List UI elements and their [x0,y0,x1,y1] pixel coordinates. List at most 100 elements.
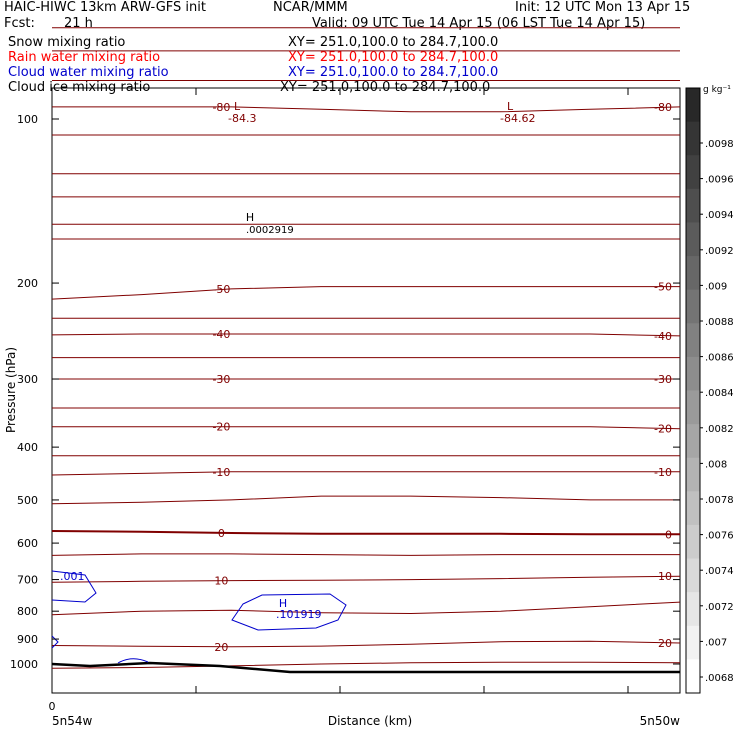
field-name-snow: Snow mixing ratio [8,35,126,50]
colorbar-segment [686,424,700,459]
y-tick-label: 900 [17,633,38,646]
colorbar-segment [686,289,700,324]
colorbar-tick-label: .0068 [705,673,734,684]
colorbar-segment [686,256,700,291]
temperature-contour [51,530,680,536]
colorbar-segment [686,390,700,425]
cloud-water-contour-small [117,658,149,664]
y-tick-label: 600 [17,537,38,550]
contour-label-inner: 10 [214,575,228,588]
y-tick-label: 500 [17,494,38,507]
temperature-contour [52,426,681,430]
init-time: Init: 12 UTC Mon 13 Apr 15 [515,0,691,15]
colorbar-tick-label: .0074 [705,566,734,577]
temperature-contour [51,495,680,505]
cloud-water-contour-center [231,593,347,631]
temperature-contour [52,106,681,113]
temperature-contour [51,640,681,648]
low-value-2: -84.62 [500,112,535,125]
colorbar-tick-label: .0082 [705,424,734,435]
colorbar-tick-label: .008 [705,459,727,470]
center-label: NCAR/MMM [273,0,348,15]
contour-label-inner: 0 [218,527,225,540]
x-start-label: 5n54w [52,714,93,728]
contour-label: -20 [654,423,672,436]
temperature-contour [51,471,680,476]
contour-label: -10 [654,466,672,479]
colorbar-segment [686,88,700,123]
cloud-ice-marker: H [246,211,254,224]
forecast-label: Fcst: [4,16,35,31]
contour-label: -40 [654,330,672,343]
contour-label: 10 [658,570,672,583]
low-value-1: -84.3 [228,112,256,125]
temperature-contour [51,286,680,300]
colorbar-frame [685,87,701,694]
y-tick-label: 800 [17,605,38,618]
contour-label-inner: -10 [212,466,230,479]
contour-label: -80 [654,101,672,114]
contour-label-inner: -40 [212,328,230,341]
colorbar-tick-label: .007 [705,637,727,648]
y-tick-label: 100 [17,113,38,126]
colorbar-tick-label: .0084 [705,388,734,399]
field-xy-cloud-water: XY= 251.0,100.0 to 284.7,100.0 [288,65,499,80]
cloud-water-contour-left [51,570,97,603]
colorbar-segment [686,222,700,257]
forecast-hour: 21 h [64,16,93,31]
colorbar-tick-label: .0092 [705,246,734,257]
colorbar-segment [686,356,700,391]
colorbar-tick-label: .0072 [705,602,734,613]
colorbar-tick-label: .0096 [705,175,734,186]
colorbar-segment [686,625,700,660]
colorbar-tick-label: .0076 [705,531,734,542]
y-tick-label: 700 [17,574,38,587]
valid-time: Valid: 09 UTC Tue 14 Apr 15 (06 LST Tue … [312,16,646,31]
field-xy-snow: XY= 251.0,100.0 to 284.7,100.0 [288,35,499,50]
colorbar-segment [686,558,700,593]
x-axis-label: Distance (km) [328,714,412,728]
y-tick-label: 1000 [10,658,38,671]
field-name-rain: Rain water mixing ratio [8,50,161,65]
temperature-contour [51,553,680,556]
x-tick-label: 0 [49,700,56,713]
low-marker-2: L [507,100,514,113]
colorbar-tick-label: .0086 [705,353,734,364]
colorbar-segment [686,121,700,156]
colorbar-tick-label: .0098 [705,139,734,150]
contour-label: -30 [654,373,672,386]
field-name-cloud-water: Cloud water mixing ratio [8,65,169,80]
colorbar-segment [686,659,700,694]
contour-label: -50 [654,281,672,294]
x-end-label: 5n50w [640,714,681,728]
cloud-ice-value: .0002919 [246,225,294,236]
colorbar-segment [686,323,700,358]
contour-label: 20 [658,637,672,650]
colorbar-segment [686,188,700,223]
temperature-contour [51,333,681,337]
colorbar-segment [686,155,700,190]
colorbar-tick-label: .0088 [705,317,734,328]
contour-label-inner: -20 [212,421,230,434]
colorbar-segment [686,491,700,526]
colorbar-segment [686,592,700,627]
field-xy-cloud-ice: XY= 251.0,100.0 to 284.7,100.0 [280,80,491,95]
y-tick-label: 400 [17,441,38,454]
cloud-water-max-marker: H [279,597,287,610]
contour-label-inner: -30 [212,373,230,386]
colorbar-segment [686,524,700,560]
cloud-water-contour-label: .001 [60,570,85,583]
colorbar-segment [686,457,700,492]
colorbar-unit: g kg⁻¹ [703,85,731,95]
colorbar-tick-label: .009 [705,281,727,292]
contour-label-inner: -50 [212,283,230,296]
cloud-water-max-value: .101919 [276,608,322,621]
y-axis-label: Pressure (hPa) [4,347,18,433]
field-name-cloud-ice: Cloud ice mixing ratio [8,80,151,95]
model-title: HAIC-HIWC 13km ARW-GFS init [4,0,206,15]
contour-label: 0 [665,528,672,541]
cloud-water-contour-edge [51,635,59,649]
low-marker-1: L [234,100,241,113]
colorbar-tick-label: .0078 [705,495,734,506]
